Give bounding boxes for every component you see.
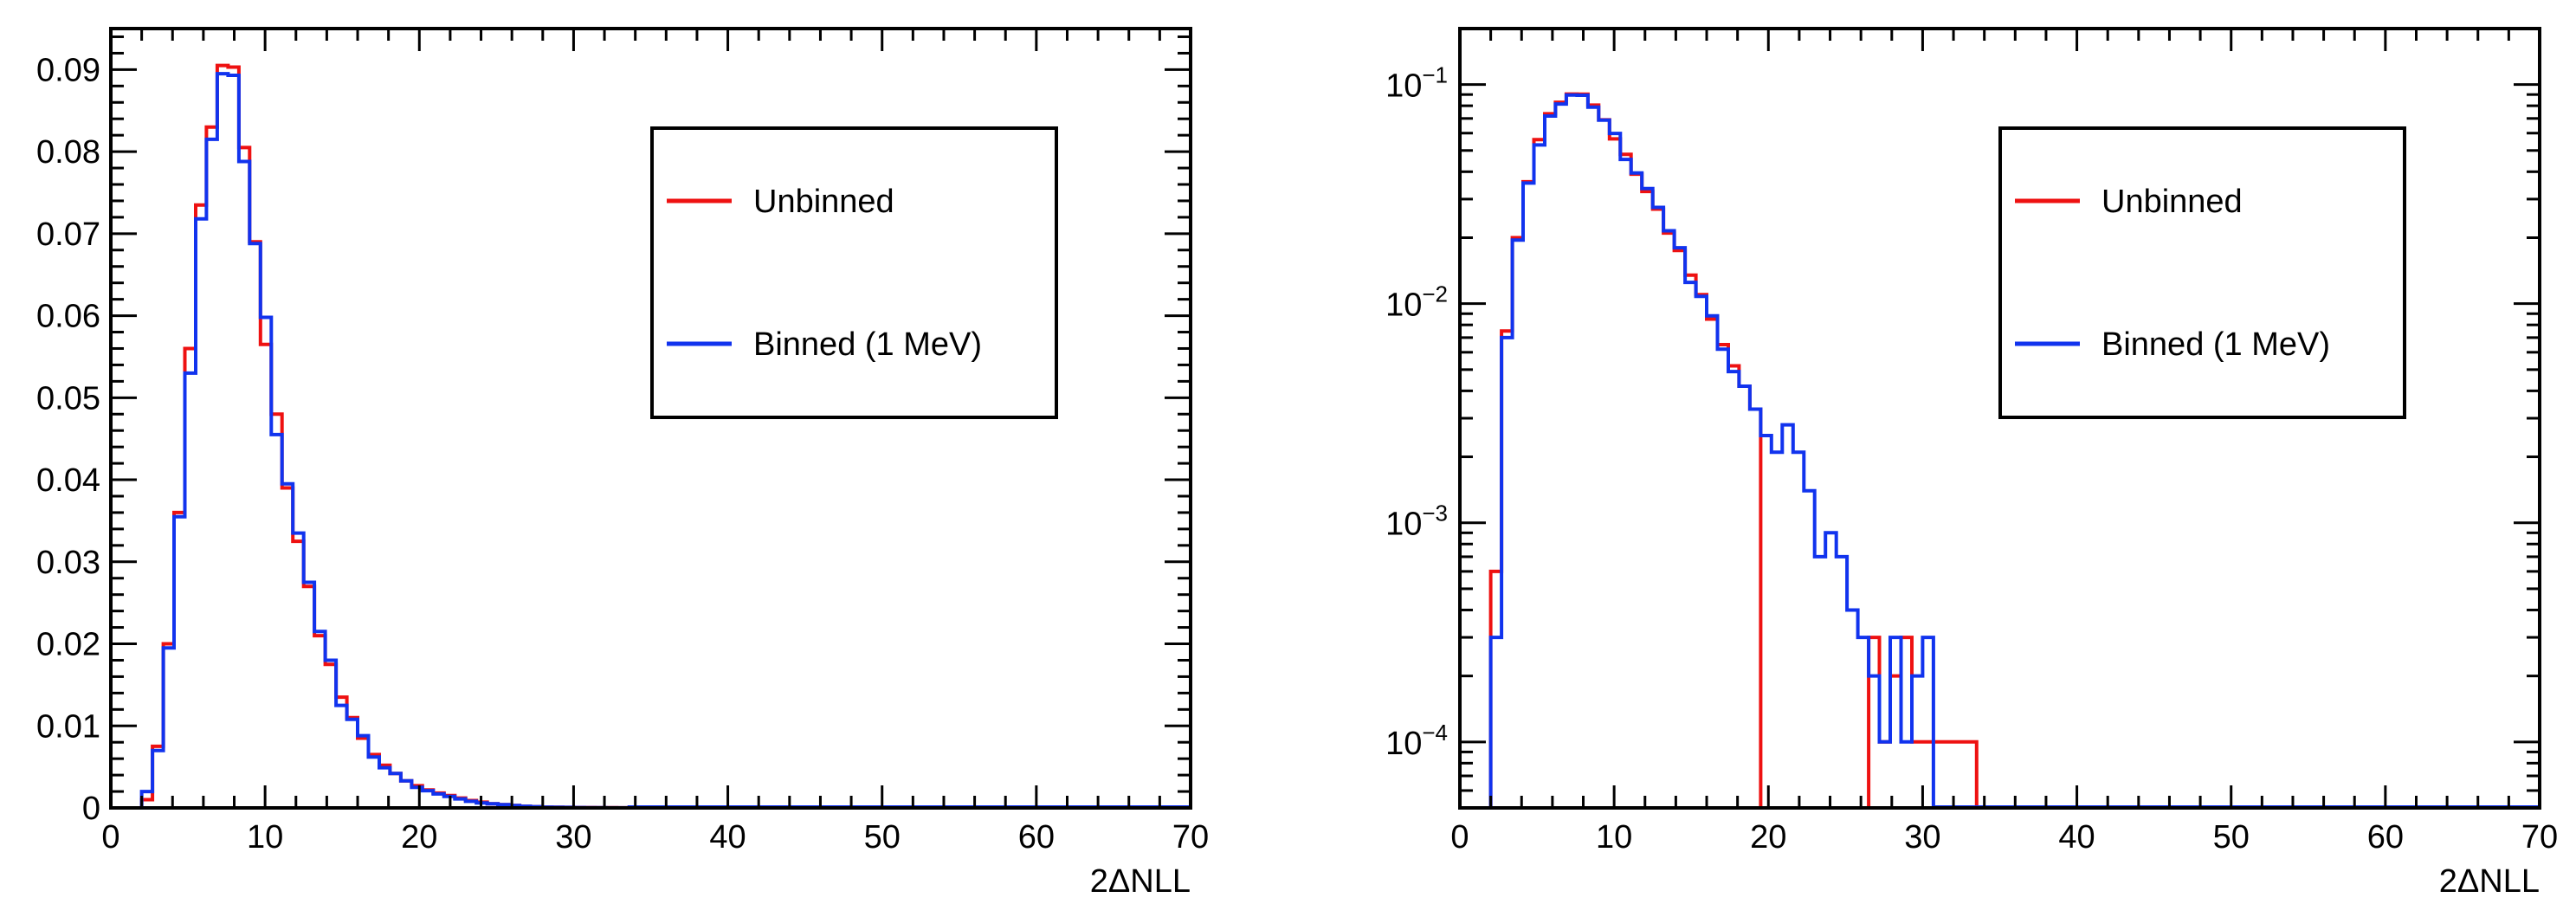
left-y-tick-label: 0.09: [36, 52, 100, 88]
left-x-axis-label: 2ΔNLL: [1090, 863, 1191, 900]
right-y-tick-label: 10−2: [1385, 281, 1448, 324]
left-y-tick-label: 0.01: [36, 708, 100, 745]
left-legend-box: [650, 126, 1058, 419]
left-y-tick-label: 0: [82, 791, 100, 827]
right-x-tick-label: 40: [2058, 819, 2095, 856]
right-x-tick-label: 30: [1904, 819, 1940, 856]
right-legend-box: [1998, 126, 2406, 419]
left-frame: [109, 27, 1192, 810]
left-axes: 0 10 20 30 40 50 60 70 0 0.01 0.02 0.03 0.04 0.05 0.06…: [36, 29, 1209, 856]
right-x-axis-label: 2ΔNLL: [2439, 863, 2540, 900]
right-x-tick-label: 60: [2367, 819, 2404, 856]
left-y-tick-label: 0.07: [36, 216, 100, 253]
left-x-tick-label: 30: [555, 819, 591, 856]
chart-left: 0 10 20 30 40 50 60 70 0 0.01 0.02 0.03 0.04 0.05 0.06…: [36, 27, 1209, 900]
left-x-tick-label: 70: [1172, 819, 1209, 856]
right-y-tick-label: 10−4: [1385, 720, 1448, 762]
right-x-tick-label: 10: [1596, 819, 1632, 856]
right-y-tick-label: 10−1: [1385, 62, 1448, 105]
right-legend: Unbinned Binned (1 MeV): [1998, 126, 2406, 419]
left-y-tick-label: 0.05: [36, 380, 100, 417]
right-x-tick-label: 0: [1450, 819, 1469, 856]
left-y-tick-label: 0.04: [36, 462, 100, 499]
left-x-tick-label: 10: [247, 819, 283, 856]
right-x-tick-label: 50: [2213, 819, 2250, 856]
left-y-tick-label: 0.06: [36, 299, 100, 335]
right-y-tick-label: 10−3: [1385, 500, 1448, 543]
left-x-tick-label: 60: [1018, 819, 1055, 856]
left-x-tick-label: 50: [864, 819, 901, 856]
left-y-tick-label: 0.08: [36, 134, 100, 171]
right-legend-label-unbinned: Unbinned: [2101, 184, 2243, 220]
left-legend-label-binned: Binned (1 MeV): [753, 326, 982, 363]
left-x-tick-label: 40: [709, 819, 746, 856]
left-legend-label-unbinned: Unbinned: [753, 184, 894, 220]
left-x-tick-label: 0: [101, 819, 119, 856]
left-y-tick-label: 0.02: [36, 627, 100, 663]
left-y-tick-label: 0.03: [36, 545, 100, 581]
left-legend: Unbinned Binned (1 MeV): [650, 126, 1058, 419]
right-x-tick-label: 70: [2521, 819, 2558, 856]
left-x-tick-label: 20: [401, 819, 437, 856]
chart-right: 0 10 20 30 40 50 60 70 10−1 10−2 10−3 10−4 2ΔNLL Un…: [1385, 27, 2558, 900]
right-legend-label-binned: Binned (1 MeV): [2101, 326, 2330, 363]
right-axes: 0 10 20 30 40 50 60 70 10−1 10−2 10−3 10−4: [1385, 29, 2558, 856]
right-x-tick-label: 20: [1750, 819, 1786, 856]
